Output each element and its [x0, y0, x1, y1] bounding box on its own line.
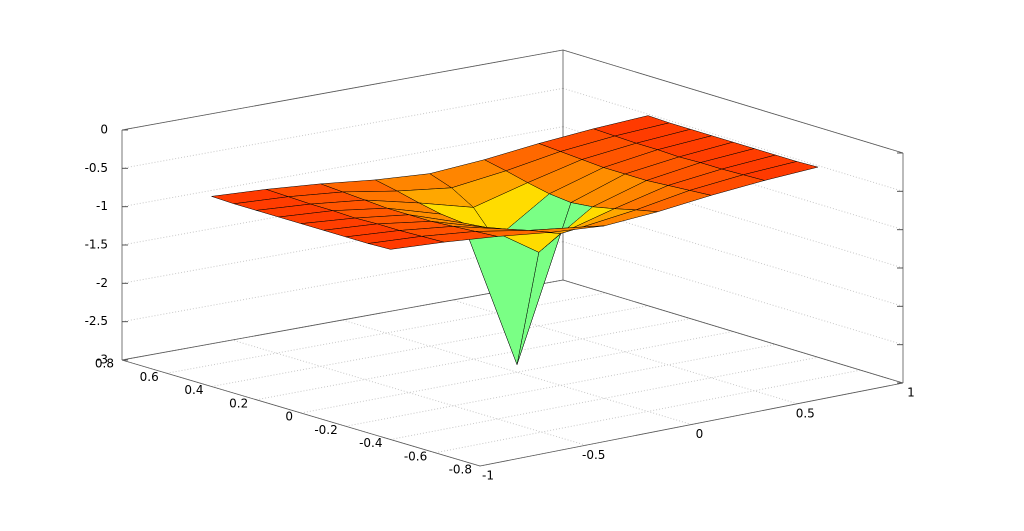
grid-line — [256, 318, 691, 401]
x-tick-label: 0 — [696, 427, 704, 441]
y-tick-label: 0 — [285, 410, 293, 424]
x-tick-label: -0.5 — [582, 448, 605, 462]
box-edge — [562, 279, 904, 384]
z-tick-label: 0 — [100, 123, 108, 137]
y-tick-label: -0.6 — [404, 449, 427, 463]
grid-line — [562, 87, 904, 192]
y-tick-label: 0.2 — [229, 396, 248, 410]
z-tick-label: -2 — [96, 276, 108, 290]
z-tick-label: -0.5 — [85, 161, 108, 175]
box-edge — [562, 49, 904, 154]
box-edge — [121, 49, 564, 131]
y-tick-label: 0.4 — [184, 383, 203, 397]
surface-patch — [368, 236, 445, 250]
grid-line — [562, 241, 904, 346]
grid-line — [562, 164, 904, 269]
y-tick-label: -0.4 — [359, 436, 382, 450]
grid-line — [390, 356, 819, 440]
y-tick-label: 0.8 — [95, 357, 114, 371]
grid-line — [562, 202, 904, 307]
x-tick-label: 1 — [907, 386, 915, 400]
grid-line — [300, 331, 734, 414]
z-tick-label: -1 — [96, 199, 108, 213]
box-edge — [121, 279, 564, 361]
y-tick-label: 0.6 — [140, 370, 159, 384]
y-tick-label: -0.8 — [449, 463, 472, 477]
z-tick-label: -1.5 — [85, 238, 108, 252]
box-edge — [121, 359, 481, 467]
grid-line — [435, 369, 861, 454]
grid-line — [345, 343, 776, 427]
z-tick-label: -2.5 — [85, 314, 108, 328]
y-tick-label: -0.2 — [314, 423, 337, 437]
box-edge — [479, 382, 904, 467]
grid-line — [232, 339, 586, 446]
z-tick-label: -3 — [96, 353, 108, 367]
grid-line — [342, 319, 692, 425]
x-tick-label: 0.5 — [796, 406, 815, 420]
grid-line — [211, 305, 649, 387]
x-tick-label: -1 — [482, 469, 494, 483]
